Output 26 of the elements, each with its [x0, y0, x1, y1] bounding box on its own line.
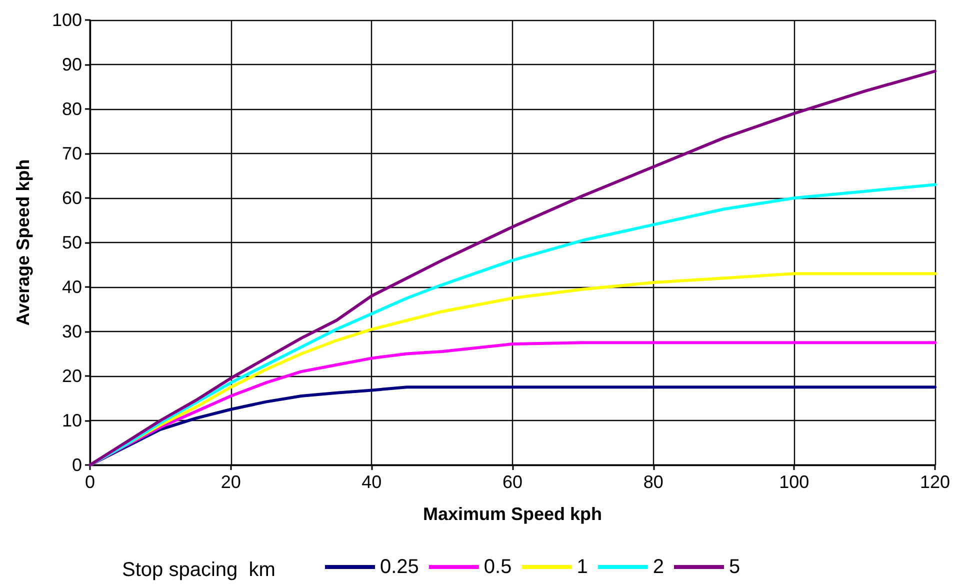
y-tick-label: 80	[62, 99, 82, 119]
y-axis-title: Average Speed kph	[13, 159, 33, 326]
y-tick-label: 0	[72, 455, 82, 475]
x-axis-title: Maximum Speed kph	[422, 504, 602, 524]
y-tick-label: 50	[62, 232, 82, 252]
legend-label: 0.25	[380, 556, 419, 578]
x-tick-label: 120	[920, 472, 950, 492]
y-tick-label: 100	[52, 10, 82, 30]
legend-label: 2	[652, 556, 664, 578]
y-tick-label: 60	[62, 188, 82, 208]
y-tick-label: 20	[62, 366, 82, 386]
y-tick-label: 90	[62, 54, 82, 74]
legend-label: 0.5	[484, 556, 512, 578]
x-tick-label: 40	[362, 472, 382, 492]
x-tick-label: 0	[84, 472, 96, 492]
x-tick-label: 60	[502, 472, 523, 492]
y-tick-label: 30	[62, 322, 82, 342]
x-tick-label: 80	[643, 472, 664, 492]
legend-label: 1	[576, 556, 588, 578]
y-tick-label: 70	[62, 144, 82, 164]
y-tick-label: 40	[62, 277, 82, 297]
x-tick-label: 20	[220, 472, 241, 492]
y-tick-label: 10	[62, 410, 82, 430]
legend-title: Stop spacing km	[122, 559, 276, 581]
legend-label: 5	[728, 556, 740, 578]
x-tick-label: 100	[779, 472, 810, 492]
